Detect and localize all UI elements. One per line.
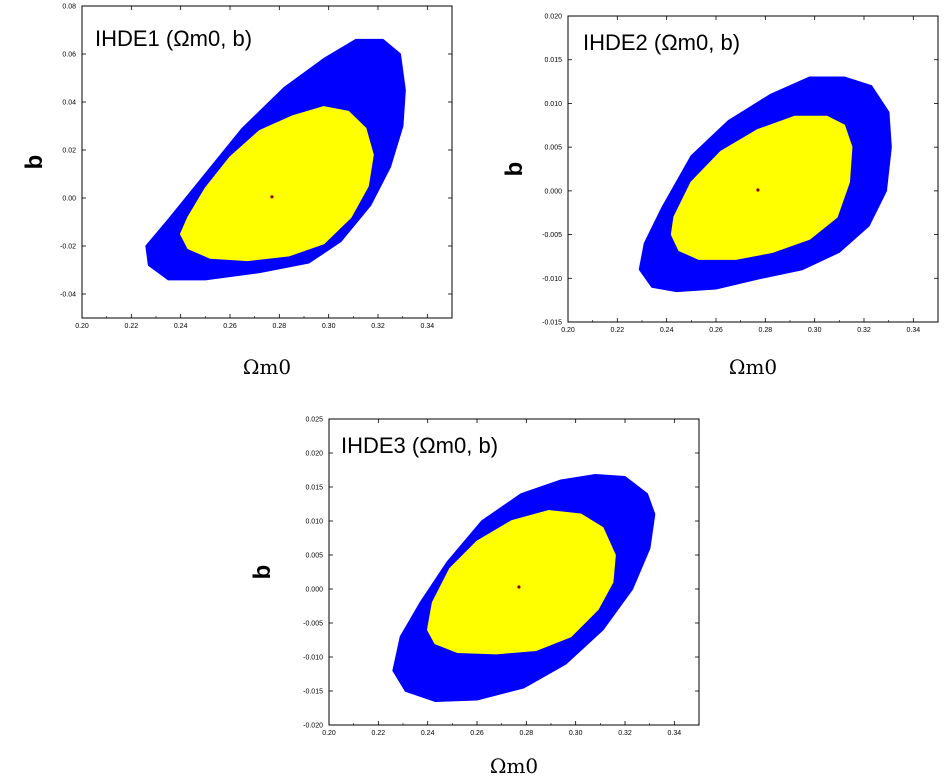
y-tick-label: 0.015 — [305, 485, 323, 492]
panel-title: IHDE3 (Ωm0, b) — [341, 433, 498, 458]
x-tick-label: 0.20 — [75, 323, 89, 330]
y-tick-label: 0.04 — [62, 100, 76, 107]
y-axis-label: b — [501, 162, 528, 177]
y-tick-label: 0.025 — [305, 417, 323, 424]
y-tick-label: 0.02 — [62, 148, 76, 155]
x-axis-label: Ωm0 — [243, 355, 291, 379]
x-tick-label: 0.22 — [611, 327, 625, 334]
y-tick-label: 0.020 — [544, 14, 562, 21]
y-tick-label: 0.005 — [544, 145, 562, 152]
y-tick-label: 0.020 — [305, 451, 323, 458]
x-tick-label: 0.32 — [371, 323, 385, 330]
y-tick-label: 0.010 — [544, 101, 562, 108]
y-tick-label: -0.005 — [542, 232, 562, 239]
x-tick-label: 0.20 — [561, 327, 575, 334]
x-tick-label: 0.34 — [668, 730, 682, 737]
y-tick-label: 0.005 — [305, 553, 323, 560]
y-tick-label: -0.010 — [542, 276, 562, 283]
panel-title: IHDE2 (Ωm0, b) — [583, 30, 740, 55]
y-tick-label: 0.010 — [305, 519, 323, 526]
x-tick-label: 0.20 — [322, 730, 336, 737]
y-tick-label: 0.015 — [544, 57, 562, 64]
x-tick-label: 0.26 — [470, 730, 484, 737]
y-axis-label: b — [21, 155, 48, 170]
inner-confidence-region — [670, 115, 853, 260]
panel-1: 0.20 0.22 0.24 0.26 0.28 0.30 0.32 0.34 -0.04 -0.… — [21, 4, 453, 379]
x-tick-label: 0.28 — [273, 323, 287, 330]
y-tick-label: 0.000 — [305, 587, 323, 594]
y-tick-label: -0.020 — [303, 723, 323, 730]
x-tick-label: 0.34 — [907, 327, 921, 334]
y-tick-label: 0.08 — [62, 4, 76, 11]
x-tick-label: 0.24 — [421, 730, 435, 737]
best-fit-point — [756, 188, 760, 192]
panel-3: 0.20 0.22 0.24 0.26 0.28 0.30 0.32 0.34 -0.020 -0… — [249, 417, 700, 778]
x-axis-label: Ωm0 — [490, 754, 538, 778]
best-fit-point — [270, 195, 274, 199]
plot-frame — [567, 15, 939, 323]
x-tick-label: 0.30 — [322, 323, 336, 330]
y-tick-label: -0.02 — [60, 244, 76, 251]
panel-2: 0.20 0.22 0.24 0.26 0.28 0.30 0.32 0.34 -0.015 -0… — [501, 14, 939, 379]
y-tick-label: -0.005 — [303, 621, 323, 628]
y-tick-label: -0.010 — [303, 655, 323, 662]
y-tick-label: -0.04 — [60, 292, 76, 299]
x-tick-label: 0.30 — [808, 327, 822, 334]
x-tick-label: 0.32 — [618, 730, 632, 737]
x-tick-label: 0.26 — [223, 323, 237, 330]
inner-confidence-region — [426, 510, 616, 655]
y-axis-label: b — [249, 565, 276, 580]
plot-frame — [81, 5, 453, 319]
x-tick-label: 0.30 — [569, 730, 583, 737]
y-tick-label: -0.015 — [542, 320, 562, 327]
x-tick-label: 0.28 — [759, 327, 773, 334]
x-axis-label: Ωm0 — [729, 355, 777, 379]
x-tick-label: 0.34 — [421, 323, 435, 330]
x-tick-label: 0.32 — [857, 327, 871, 334]
plot-frame — [328, 418, 700, 726]
y-tick-label: 0.00 — [62, 196, 76, 203]
x-tick-label: 0.22 — [125, 323, 139, 330]
y-tick-label: -0.015 — [303, 689, 323, 696]
x-tick-label: 0.26 — [709, 327, 723, 334]
inner-confidence-region — [179, 106, 374, 262]
y-tick-label: 0.000 — [544, 188, 562, 195]
x-tick-label: 0.24 — [174, 323, 188, 330]
x-tick-label: 0.24 — [660, 327, 674, 334]
x-tick-label: 0.22 — [372, 730, 386, 737]
x-tick-label: 0.28 — [520, 730, 534, 737]
panel-title: IHDE1 (Ωm0, b) — [95, 26, 252, 51]
best-fit-point — [517, 585, 521, 589]
y-tick-label: 0.06 — [62, 52, 76, 59]
